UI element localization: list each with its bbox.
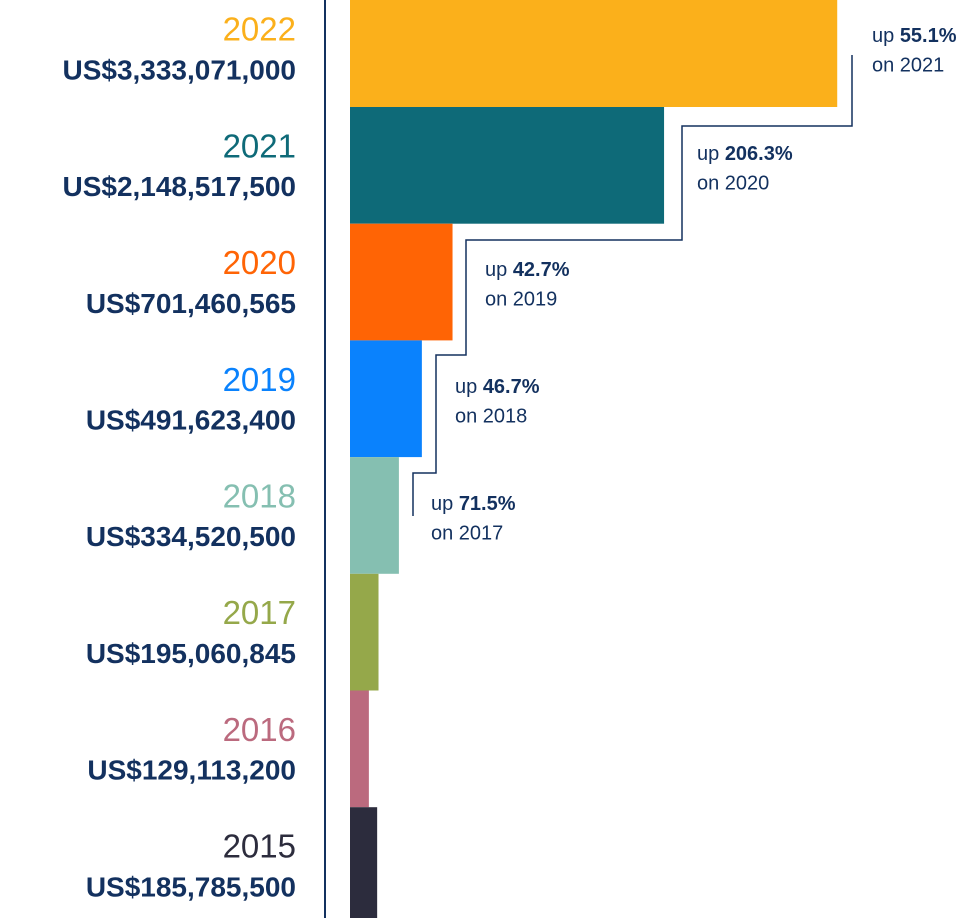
value-label: US$195,060,845: [86, 638, 296, 669]
bar: [350, 223, 453, 341]
bar: [350, 573, 379, 691]
annotation-note: on 2020: [697, 172, 769, 194]
value-label: US$2,148,517,500: [62, 171, 296, 202]
value-label: US$334,520,500: [86, 521, 296, 552]
annotation-prefix: up: [431, 493, 453, 515]
annotation-change: 42.7%: [513, 259, 570, 281]
value-label: US$701,460,565: [86, 288, 296, 319]
year-label: 2022: [223, 11, 296, 48]
annotation-change: 46.7%: [483, 376, 540, 398]
annotation: up 42.7%: [485, 259, 570, 281]
value-label: US$491,623,400: [86, 404, 296, 435]
annotation-prefix: up: [455, 376, 477, 398]
year-label: 2018: [223, 478, 296, 515]
annotation-prefix: up: [872, 25, 894, 47]
year-label: 2020: [223, 244, 296, 281]
bar: [350, 0, 838, 107]
annotation-change: 206.3%: [725, 143, 793, 165]
value-label: US$3,333,071,000: [62, 54, 296, 85]
annotation: up 206.3%: [697, 143, 793, 165]
annotation: up 46.7%: [455, 376, 540, 398]
year-label: 2017: [223, 594, 296, 631]
annotation-note: on 2021: [872, 54, 944, 76]
year-label: 2015: [223, 828, 296, 865]
annotation-note: on 2019: [485, 288, 557, 310]
leader-line: [412, 55, 853, 516]
annotation-prefix: up: [485, 259, 507, 281]
annotation-prefix: up: [697, 143, 719, 165]
annotation-change: 71.5%: [459, 493, 516, 515]
year-label: 2019: [223, 361, 296, 398]
bar: [350, 107, 665, 224]
year-label: 2016: [223, 711, 296, 748]
value-label: US$185,785,500: [86, 871, 296, 902]
bar: [350, 690, 369, 808]
year-label: 2021: [223, 127, 296, 164]
bar: [350, 457, 399, 574]
annotation-note: on 2018: [455, 405, 527, 427]
value-label: US$129,113,200: [87, 755, 296, 786]
bar: [350, 807, 378, 918]
annotation-change: 55.1%: [900, 25, 957, 47]
annotation: up 71.5%: [431, 493, 516, 515]
annotation: up 55.1%: [872, 25, 957, 47]
bar: [350, 340, 422, 458]
annotation-note: on 2017: [431, 522, 503, 544]
